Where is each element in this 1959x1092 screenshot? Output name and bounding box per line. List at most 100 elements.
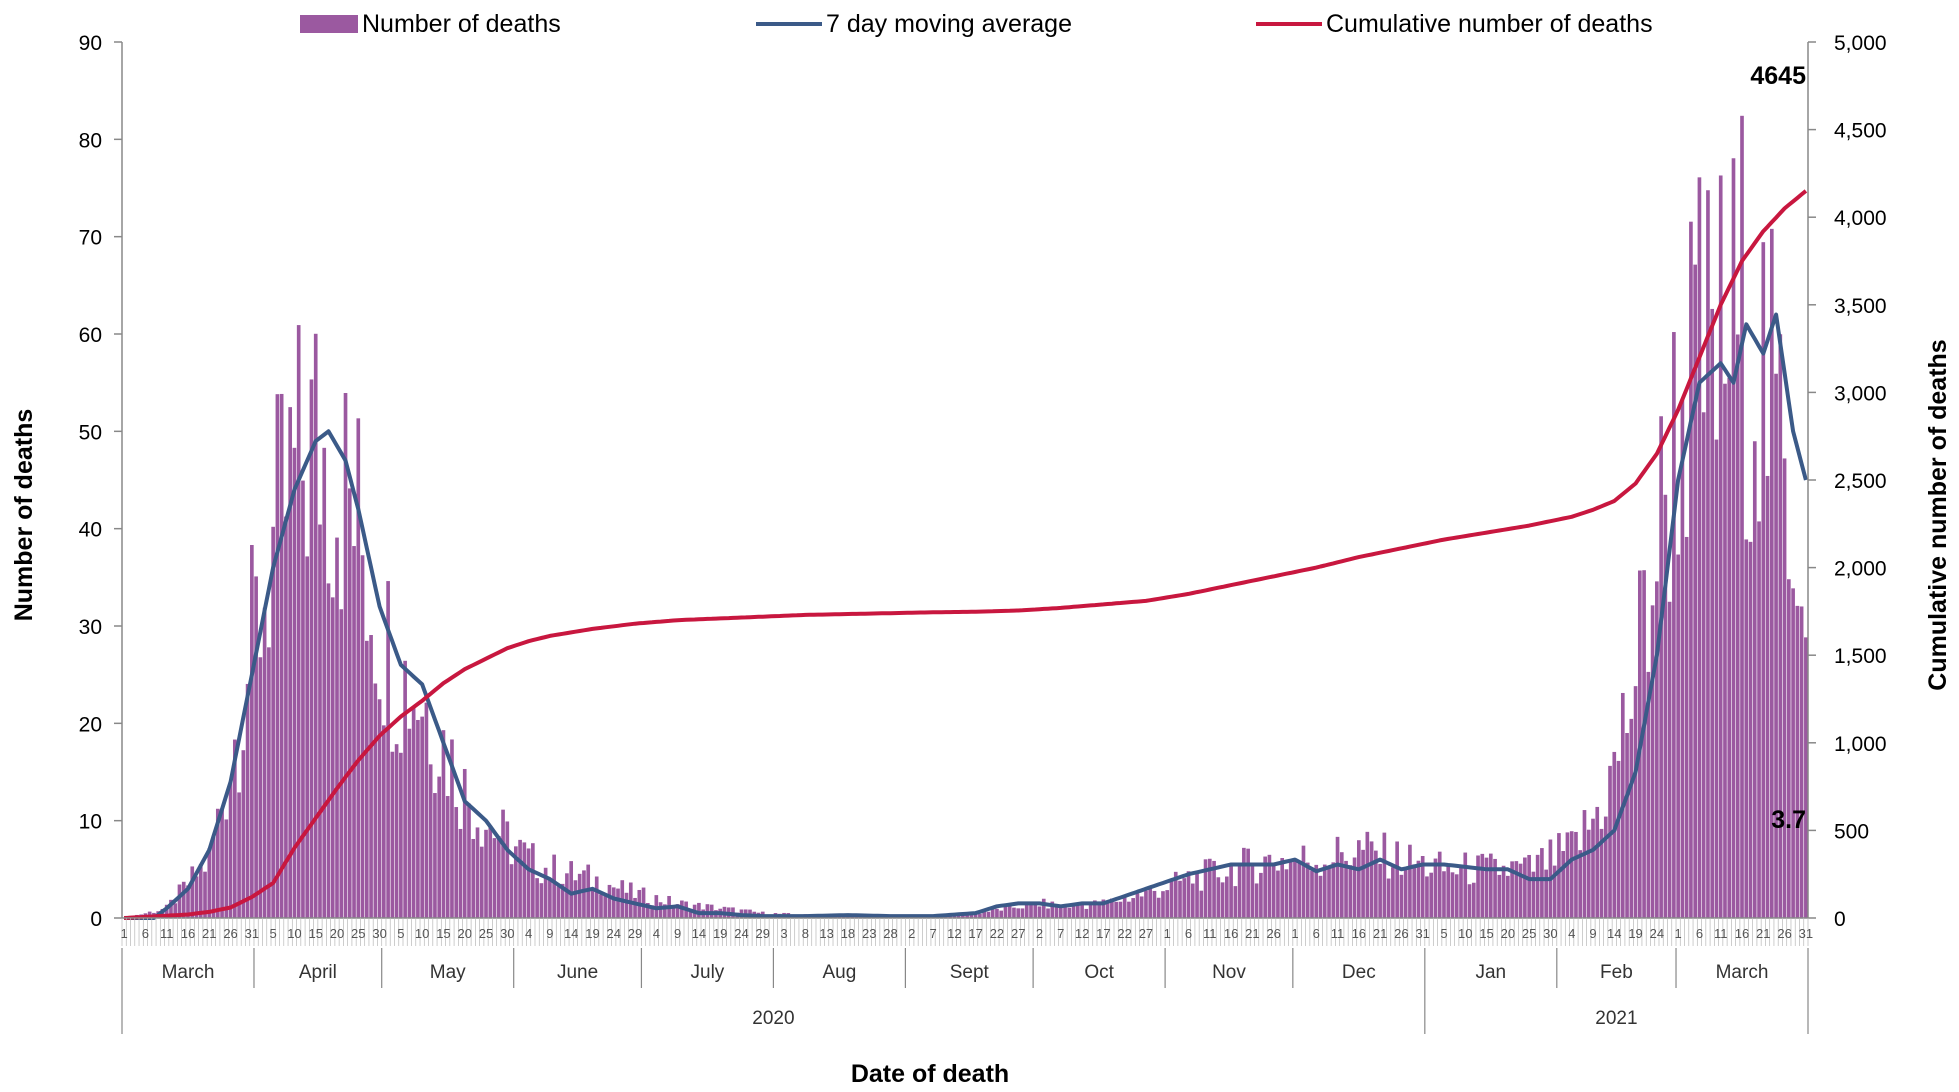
bar xyxy=(1544,869,1548,918)
bar xyxy=(1599,828,1604,918)
bar xyxy=(633,897,637,918)
x-day-label: 11 xyxy=(1714,926,1728,941)
bar xyxy=(203,871,207,918)
x-day-label: 25 xyxy=(479,926,493,941)
x-day-label: 10 xyxy=(287,926,301,941)
bar xyxy=(978,913,982,918)
y-tick-label: 10 xyxy=(79,811,102,834)
bar xyxy=(232,739,237,918)
bar xyxy=(594,876,599,918)
x-day-label: 22 xyxy=(1117,926,1131,941)
bar xyxy=(1540,848,1544,918)
x-day-label: 16 xyxy=(1352,926,1366,941)
bar xyxy=(360,555,365,918)
bar xyxy=(1799,606,1804,918)
bar xyxy=(1229,865,1233,918)
bar xyxy=(1169,878,1174,918)
y2-tick-label: 4,000 xyxy=(1834,207,1887,230)
y-tick-label: 30 xyxy=(79,616,102,639)
bar xyxy=(1318,875,1323,918)
bar xyxy=(1327,867,1331,918)
x-day-label: 24 xyxy=(607,926,621,941)
bar xyxy=(1356,840,1361,918)
x-day-label: 20 xyxy=(330,926,344,941)
bar xyxy=(999,910,1004,918)
bar xyxy=(1182,878,1187,918)
x-day-label: 25 xyxy=(351,926,365,941)
bar xyxy=(207,848,212,918)
x-month-label: June xyxy=(557,962,598,983)
bar xyxy=(1071,903,1076,918)
bar xyxy=(262,607,267,918)
bar xyxy=(1058,905,1063,918)
x-month-label: March xyxy=(1716,962,1769,983)
bar xyxy=(573,880,578,918)
x-day-label: 30 xyxy=(1543,926,1557,941)
bar xyxy=(228,782,233,918)
x-day-label: 22 xyxy=(990,926,1004,941)
bar xyxy=(1374,850,1378,918)
bar xyxy=(1050,901,1055,918)
bar xyxy=(356,418,361,918)
bar xyxy=(611,887,616,918)
x-day-label: 26 xyxy=(1777,926,1791,941)
bar xyxy=(1625,733,1629,918)
x-day-label: 17 xyxy=(968,926,982,941)
bar xyxy=(215,808,220,918)
bar xyxy=(288,407,293,918)
bar xyxy=(1148,888,1153,918)
x-day-label: 20 xyxy=(1501,926,1515,941)
bar xyxy=(416,719,420,918)
bar xyxy=(1237,863,1242,918)
x-day-label: 7 xyxy=(1057,926,1064,941)
y-tick-label: 20 xyxy=(79,713,102,736)
bar xyxy=(1493,858,1497,918)
bar xyxy=(275,394,280,918)
bar xyxy=(1352,857,1357,918)
bar xyxy=(1276,870,1280,918)
bar xyxy=(1565,832,1570,918)
bar xyxy=(377,699,382,918)
bar xyxy=(301,480,305,918)
bar xyxy=(1029,901,1033,918)
bar xyxy=(437,776,442,918)
x-day-label: 27 xyxy=(1139,926,1153,941)
bar xyxy=(420,716,424,918)
x-day-label: 16 xyxy=(181,926,195,941)
x-day-label: 17 xyxy=(1096,926,1110,941)
bar xyxy=(164,904,169,918)
bar xyxy=(1646,671,1651,918)
x-day-label: 21 xyxy=(202,926,216,941)
moving-average-line xyxy=(124,312,1808,920)
bar xyxy=(1110,898,1114,918)
bar xyxy=(1574,831,1578,918)
annotation-average-last: 3.7 xyxy=(1771,806,1806,834)
bar xyxy=(1459,864,1463,918)
bar xyxy=(569,861,574,918)
bar xyxy=(543,867,548,918)
y2-tick-label: 1,000 xyxy=(1834,733,1887,756)
bar xyxy=(1655,581,1659,918)
bar xyxy=(1689,221,1693,918)
bar xyxy=(1314,864,1319,918)
cumulative-series xyxy=(124,189,1808,920)
bar xyxy=(1578,850,1583,918)
bar xyxy=(1527,854,1531,918)
bar xyxy=(556,886,561,918)
x-year-label: 2020 xyxy=(752,1008,794,1029)
bar xyxy=(1616,760,1621,918)
bar xyxy=(1173,871,1178,918)
x-day-label: 18 xyxy=(841,926,855,941)
bar xyxy=(1271,863,1276,918)
y2-tick-label: 2,000 xyxy=(1834,558,1887,581)
bar xyxy=(1569,831,1574,918)
bar xyxy=(1778,334,1783,918)
x-day-label: 12 xyxy=(947,926,961,941)
x-month-label: Dec xyxy=(1342,962,1376,983)
y2-tick-label: 5,000 xyxy=(1834,32,1887,55)
bar xyxy=(258,657,263,918)
bar xyxy=(471,838,476,918)
bar xyxy=(292,447,297,918)
bar xyxy=(1382,832,1387,918)
